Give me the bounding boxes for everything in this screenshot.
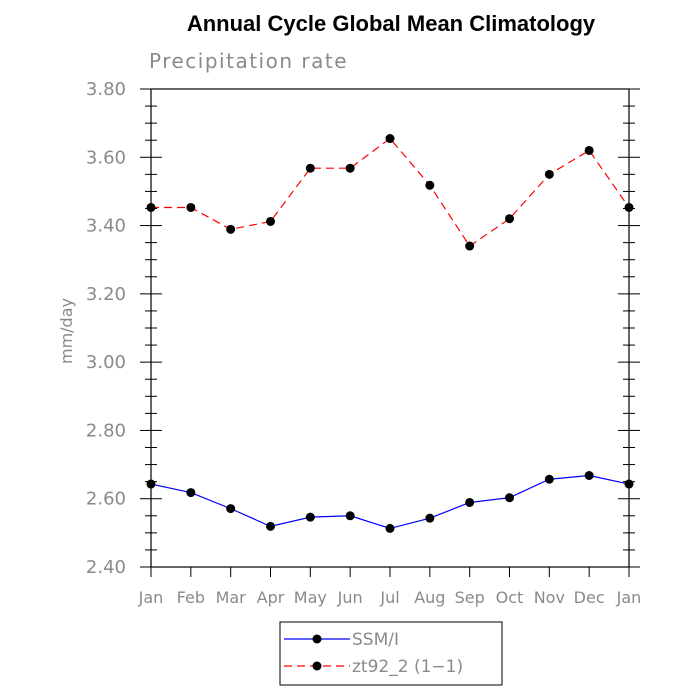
series-layer [146,134,634,533]
legend-box [279,621,503,686]
legend-marker-0 [312,634,322,644]
series-point-0 [266,521,275,531]
series-point-1 [425,180,435,190]
series-point-0 [584,470,594,480]
series-point-1 [544,169,554,179]
series-point-1 [345,163,355,173]
x-tick-label: Aug [414,588,445,607]
series-line-1 [151,137,630,247]
x-tick-label: Nov [534,588,565,607]
y-axis-label: mm/day [57,298,76,364]
y-tick-label: 2.80 [86,420,126,441]
series-point-0 [544,474,554,484]
x-tick-label: Jul [379,588,399,607]
x-tick-label: Jun [337,588,363,607]
y-tick-label: 3.00 [86,352,126,373]
legend-marker-1 [312,661,322,671]
x-tick-label: Apr [257,588,285,607]
legend: SSM/I zt92_2 (1−1) [279,621,503,686]
series-line-0 [150,474,630,530]
series-point-0 [226,504,236,514]
series-point-0 [624,479,634,489]
x-tick-label: Jan [138,588,164,607]
series-point-1 [266,216,275,226]
series-point-0 [425,513,435,523]
series-point-1 [624,202,634,212]
plot-frame [150,88,630,568]
series-point-0 [186,488,196,498]
legend-label-0: SSM/I [352,630,399,650]
x-tick-label: May [294,588,327,607]
series-point-1 [505,214,514,224]
legend-label-1: zt92_2 (1−1) [352,657,463,677]
y-tick-label: 3.40 [86,216,126,237]
series-point-1 [465,241,475,251]
y-tick-label: 3.20 [86,284,126,305]
series-point-0 [146,479,156,489]
series-point-1 [226,224,236,234]
y-tick-label: 2.60 [86,489,126,510]
series-point-1 [305,163,315,173]
x-tick-label: Feb [177,588,205,607]
series-point-0 [305,512,315,522]
series-point-1 [584,145,594,155]
series-point-1 [146,202,156,212]
series-point-0 [385,523,395,533]
series-point-1 [385,134,395,144]
y-axis-ticks: 2.40 2.60 2.80 3.00 3.20 3.40 3.60 3.80 [86,79,640,578]
y-tick-label: 3.80 [86,79,126,100]
y-tick-label: 3.60 [86,147,126,168]
series-point-0 [505,493,514,503]
chart-subtitle: Precipitation rate [149,49,348,73]
x-tick-label: Dec [574,588,605,607]
y-tick-label: 2.40 [86,557,126,578]
series-point-0 [345,511,355,521]
x-tick-label: Mar [216,588,247,607]
x-tick-label: Sep [455,588,485,607]
series-point-0 [465,497,475,507]
chart-title: Annual Cycle Global Mean Climatology [187,11,596,36]
x-tick-label: Oct [496,588,524,607]
x-axis-ticks: Jan Feb Mar Apr May Jun Jul Aug Sep Oct Nov Dec Jan [138,567,642,607]
series-point-1 [186,202,196,212]
x-tick-label: Jan [616,588,642,607]
